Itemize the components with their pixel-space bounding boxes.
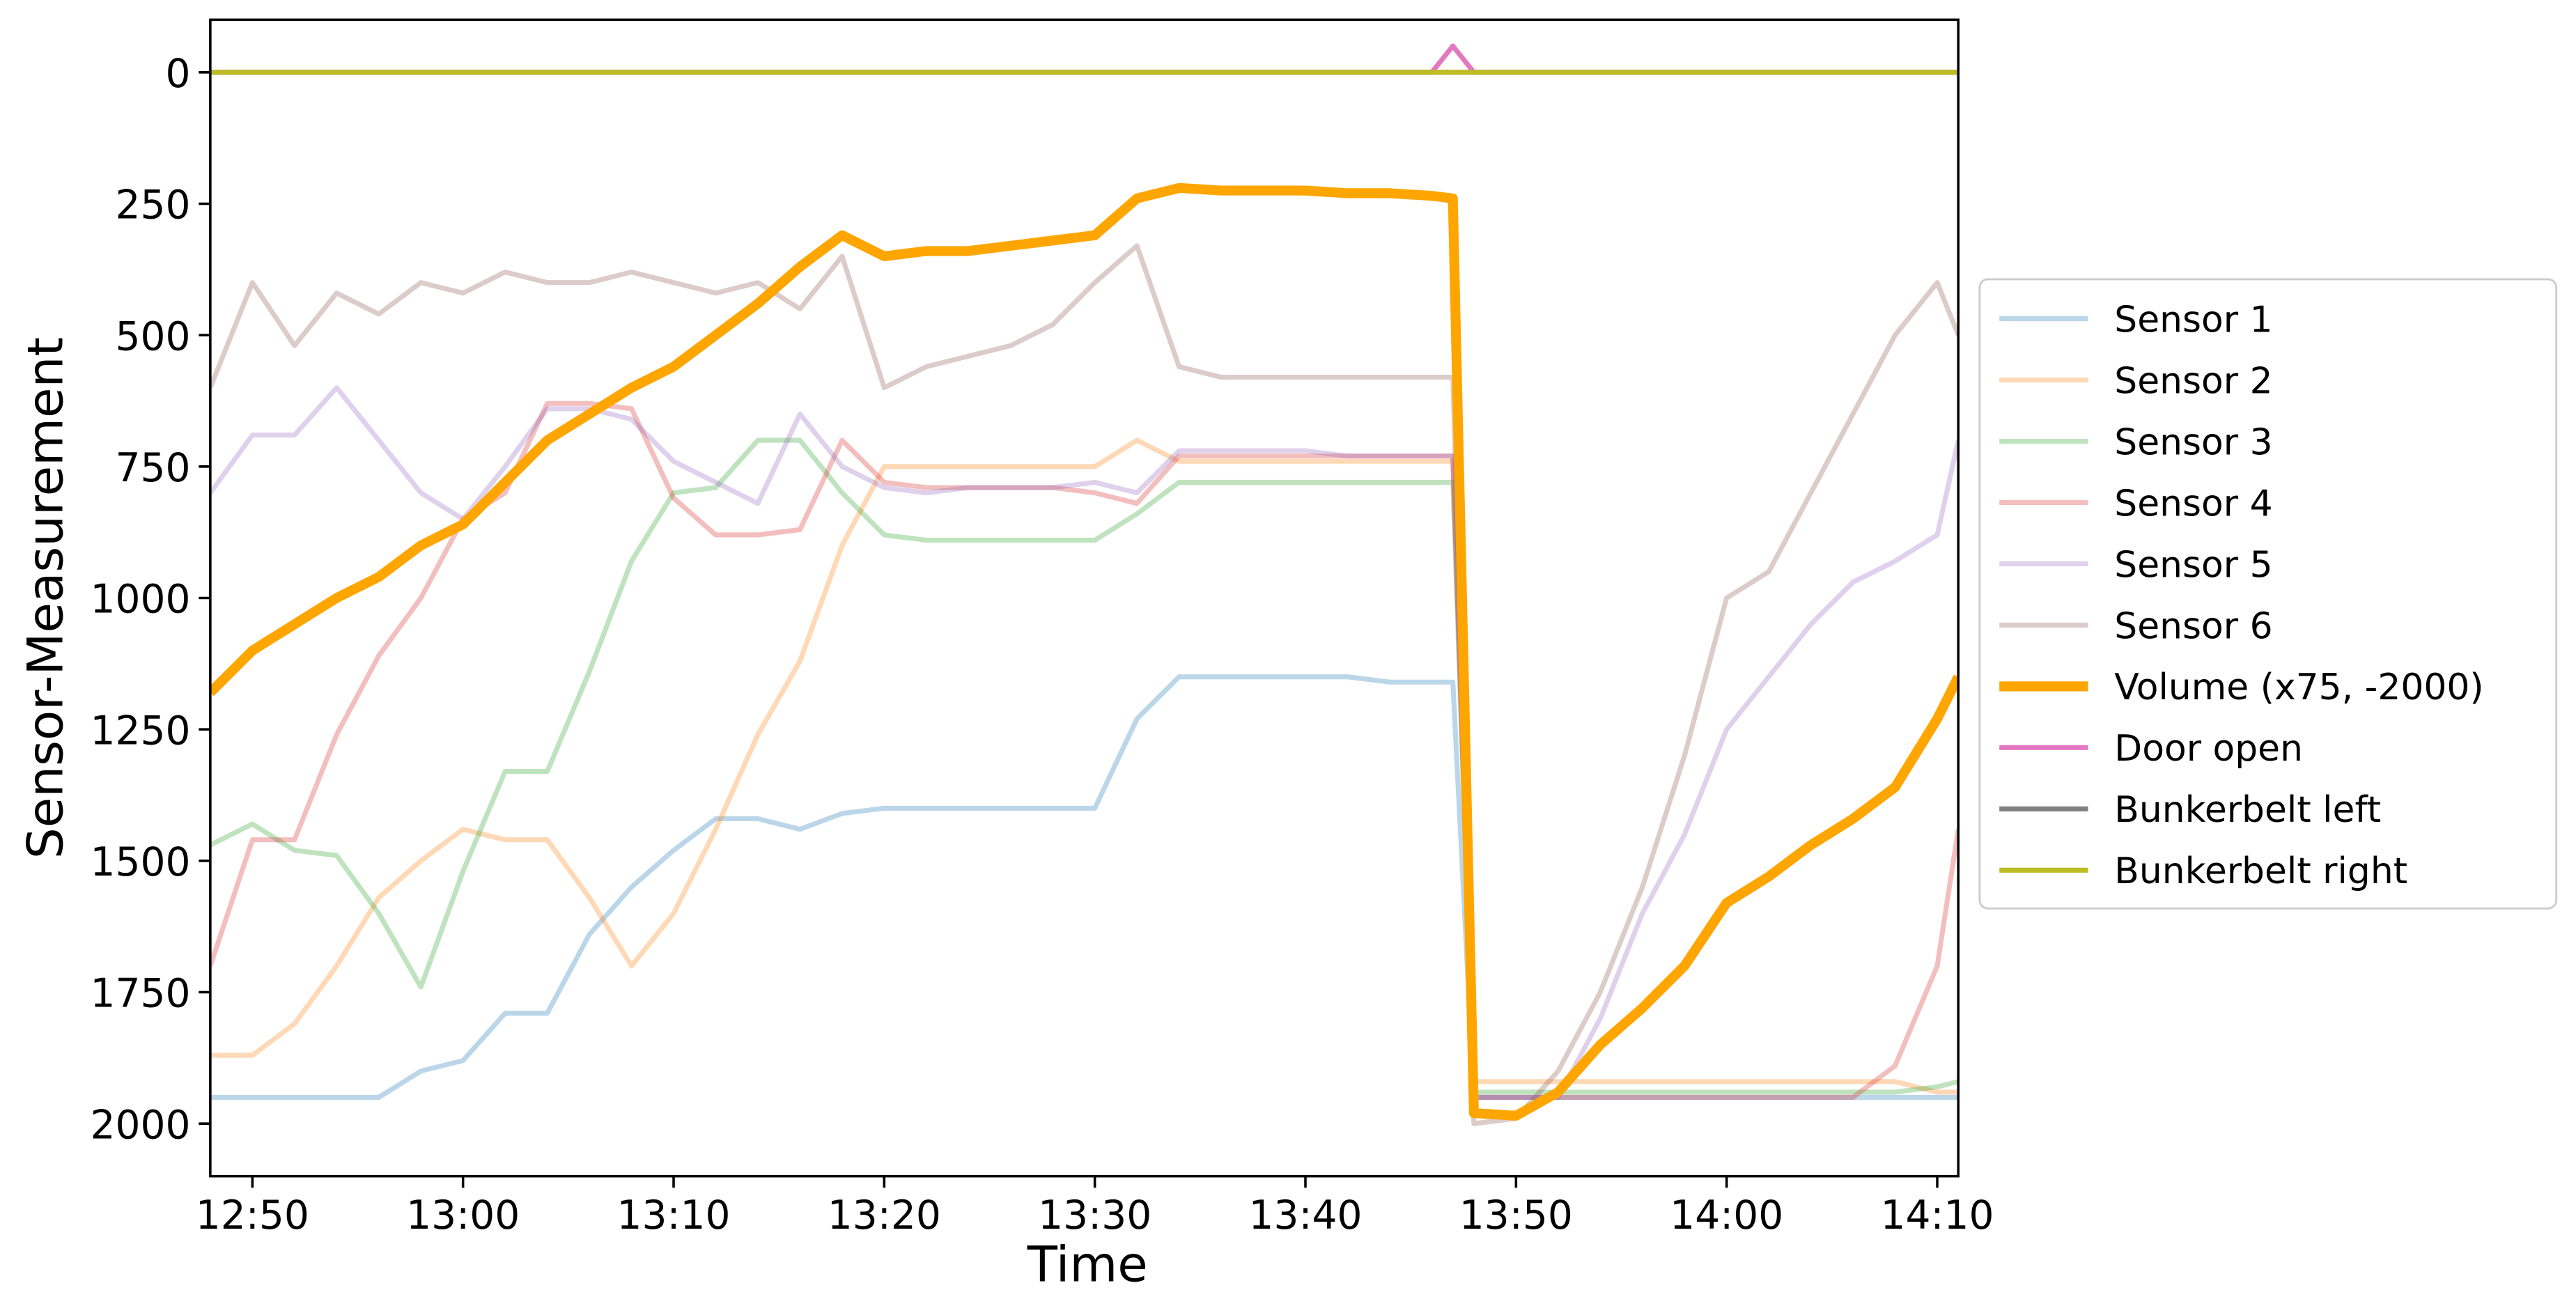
x-tick-label: 12:50 xyxy=(196,1192,309,1238)
x-tick-label: 13:10 xyxy=(616,1192,730,1238)
x-tick-label: 13:50 xyxy=(1459,1192,1573,1238)
legend-label: Sensor 2 xyxy=(2114,360,2272,402)
y-tick-label: 750 xyxy=(116,445,191,491)
legend-label: Sensor 6 xyxy=(2114,605,2272,647)
y-tick-label: 250 xyxy=(116,182,191,228)
x-tick-label: 14:10 xyxy=(1880,1192,1994,1238)
series-line xyxy=(210,385,1959,1100)
legend-label: Volume (x75, -2000) xyxy=(2114,667,2483,708)
legend-label: Sensor 1 xyxy=(2114,299,2272,341)
plot-area xyxy=(210,43,1959,1126)
legend-box xyxy=(1978,278,2558,910)
y-tick-label: 1750 xyxy=(91,971,191,1017)
series-line xyxy=(210,243,1959,1126)
y-tick-label: 0 xyxy=(166,51,191,97)
y-tick-label: 1250 xyxy=(91,708,191,754)
plot-frame xyxy=(209,18,1960,1178)
legend-label: Sensor 5 xyxy=(2114,544,2272,586)
x-axis-label: Time xyxy=(1027,1236,1148,1293)
legend-label: Bunkerbelt left xyxy=(2114,789,2381,831)
legend-label: Sensor 3 xyxy=(2114,421,2272,463)
series-line xyxy=(210,182,1959,1121)
legend-label: Door open xyxy=(2114,728,2303,770)
x-tick-label: 14:00 xyxy=(1670,1192,1783,1238)
y-tick-label: 2000 xyxy=(91,1102,191,1148)
series-line xyxy=(210,674,1959,1100)
y-tick-label: 500 xyxy=(116,313,191,359)
y-axis-label: Sensor-Measurement xyxy=(17,337,75,859)
series-line xyxy=(210,437,1959,1095)
x-tick-label: 13:20 xyxy=(828,1192,941,1238)
x-tick-label: 13:40 xyxy=(1248,1192,1362,1238)
y-tick-label: 1500 xyxy=(91,839,191,885)
legend-label: Bunkerbelt right xyxy=(2114,850,2407,892)
y-tick-label: 1000 xyxy=(91,577,191,623)
legend-label: Sensor 4 xyxy=(2114,483,2272,524)
series-line xyxy=(210,437,1959,1095)
x-tick-label: 13:30 xyxy=(1038,1192,1151,1238)
x-tick-label: 13:00 xyxy=(406,1192,520,1238)
